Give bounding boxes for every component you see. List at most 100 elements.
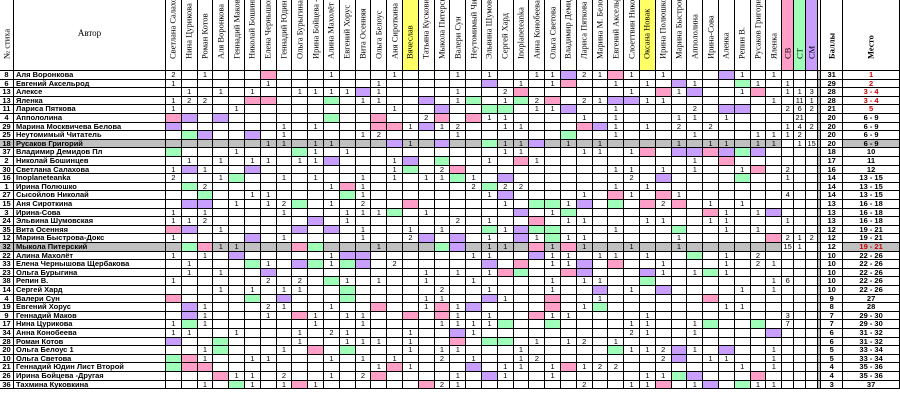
vote-cell: 1 xyxy=(339,88,356,97)
vote-cell: 2 xyxy=(576,96,593,106)
vote-cell xyxy=(750,303,767,312)
vote-cell xyxy=(687,208,704,218)
vote-cell xyxy=(561,114,577,123)
vote-cell: 1 xyxy=(308,320,324,329)
vote-cell xyxy=(592,114,609,123)
row-num: 6 xyxy=(0,79,14,89)
vote-cell xyxy=(308,346,324,355)
vote-cell xyxy=(576,157,593,166)
vote-cell: 1 xyxy=(655,217,672,226)
vote-cell xyxy=(181,320,198,329)
vote-cell: 1 xyxy=(197,303,214,312)
vote-cell: 1 xyxy=(734,88,751,97)
vote-cell xyxy=(292,268,309,278)
vote-cell xyxy=(197,79,214,89)
vote-cell xyxy=(671,363,688,372)
vote-cell xyxy=(387,303,403,312)
vote-cell xyxy=(213,380,230,390)
header-judge: Анна Конобеева xyxy=(529,0,546,71)
vote-cell: 1 xyxy=(687,79,704,89)
vote-cell xyxy=(371,122,388,132)
vote-cell xyxy=(245,165,261,175)
vote-cell xyxy=(766,243,783,252)
row-st xyxy=(794,71,807,80)
row-sv xyxy=(782,337,795,347)
vote-cell xyxy=(703,311,719,321)
row-author: Аля Воронкова xyxy=(14,71,166,80)
vote-cell xyxy=(229,157,245,166)
vote-cell xyxy=(734,122,751,132)
vote-cell: 1 xyxy=(640,182,656,192)
vote-cell xyxy=(418,372,435,381)
vote-cell xyxy=(213,303,230,312)
vote-cell xyxy=(355,268,372,278)
header-judge-label: Вячеслав xyxy=(404,25,415,59)
vote-cell: 1 xyxy=(687,157,704,166)
vote-cell xyxy=(766,191,783,200)
vote-cell xyxy=(292,380,309,390)
vote-cell xyxy=(324,174,340,183)
vote-cell xyxy=(561,268,577,278)
vote-cell xyxy=(387,234,403,243)
row-gap xyxy=(818,88,822,97)
vote-cell xyxy=(624,294,640,304)
vote-cell xyxy=(545,268,561,278)
vote-cell: 1 xyxy=(608,105,625,114)
vote-cell: 1 xyxy=(276,208,293,218)
vote-cell: 1 xyxy=(545,311,561,321)
vote-cell xyxy=(608,380,625,390)
vote-cell xyxy=(213,363,230,372)
header-judge: Геннадий Маков xyxy=(229,0,245,71)
row-sv xyxy=(782,286,795,295)
vote-cell xyxy=(197,268,214,278)
vote-cell: 1 xyxy=(292,88,309,97)
vote-cell: 1 xyxy=(608,251,625,261)
vote-cell xyxy=(166,157,182,166)
vote-cell xyxy=(734,131,751,140)
vote-cell xyxy=(229,277,245,286)
vote-cell xyxy=(324,286,340,295)
vote-cell xyxy=(703,346,719,355)
row-sv xyxy=(782,294,795,304)
vote-cell: 1 xyxy=(482,71,498,80)
vote-cell: 1 xyxy=(355,131,372,140)
vote-cell xyxy=(213,114,230,123)
vote-cell xyxy=(671,71,688,80)
vote-cell xyxy=(434,79,451,89)
vote-cell: 1 xyxy=(229,200,245,209)
vote-cell xyxy=(292,303,309,312)
header-judge-label: Ирина-Сова xyxy=(705,15,716,59)
row-num: 37 xyxy=(0,148,14,157)
vote-cell xyxy=(197,294,214,304)
vote-cell xyxy=(213,71,230,80)
vote-cell xyxy=(734,311,751,321)
vote-cell: 1 xyxy=(734,363,751,372)
vote-cell xyxy=(561,303,577,312)
vote-cell xyxy=(213,122,230,132)
vote-cell: 1 xyxy=(545,286,561,295)
header-sm: СМ xyxy=(806,0,819,71)
vote-cell xyxy=(324,105,340,114)
header-judge: Владимир Демидов xyxy=(561,0,577,71)
vote-cell: 1 xyxy=(482,191,498,200)
vote-cell: 1 xyxy=(482,268,498,278)
vote-cell: 1 xyxy=(418,174,435,183)
vote-cell xyxy=(624,122,640,132)
vote-cell xyxy=(308,260,324,269)
vote-cell xyxy=(466,122,482,132)
vote-cell xyxy=(276,182,293,192)
row-score: 10 xyxy=(821,251,844,261)
row-place: 35 - 36 xyxy=(843,363,900,372)
vote-cell xyxy=(308,79,324,89)
vote-cell: 1 xyxy=(418,303,435,312)
vote-cell xyxy=(355,277,372,286)
vote-cell xyxy=(545,122,561,132)
vote-cell: 1 xyxy=(719,208,735,218)
vote-cell xyxy=(197,363,214,372)
row-gap xyxy=(818,234,822,243)
header-score-label: Баллы xyxy=(826,32,837,59)
vote-cell xyxy=(245,277,261,286)
vote-cell xyxy=(608,191,625,200)
row-author: Неутомимый Читатель xyxy=(14,131,166,140)
header-judge: Яленка xyxy=(766,0,783,71)
